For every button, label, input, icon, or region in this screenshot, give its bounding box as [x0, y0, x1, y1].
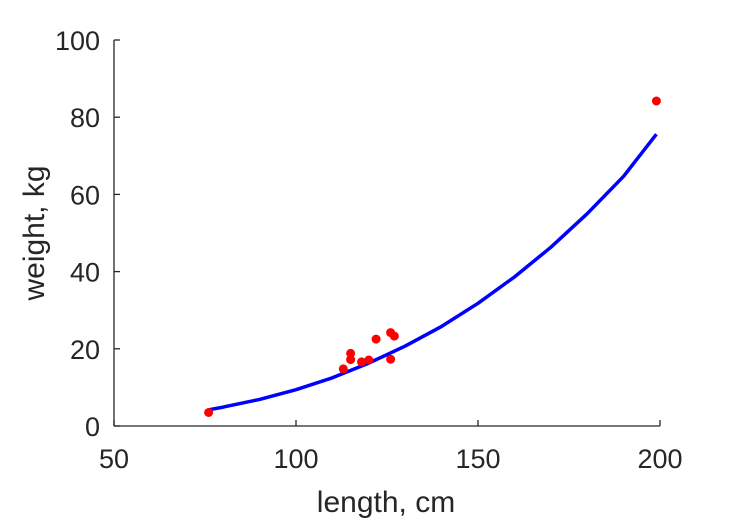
y-tick-label: 100: [55, 26, 100, 56]
data-point: [204, 408, 214, 417]
y-tick-label: 60: [70, 180, 100, 210]
data-point: [389, 331, 399, 341]
ticks: 50 100 150 200 0 20 40 60 80 100: [55, 26, 683, 474]
axes: [113, 40, 660, 427]
y-tick-label: 20: [70, 335, 100, 365]
y-tick-label: 0: [85, 412, 100, 442]
fit-line: [208, 133, 658, 412]
data-point: [651, 96, 661, 106]
y-axis-title: weight, kg: [18, 165, 51, 301]
data-point: [371, 334, 381, 344]
data-point: [386, 354, 396, 364]
y-tick-label: 40: [70, 258, 100, 288]
data-point: [357, 357, 366, 367]
x-tick-label: 150: [455, 444, 500, 474]
x-axis-title: length, cm: [317, 486, 455, 519]
data-point: [338, 364, 348, 374]
x-tick-label: 50: [99, 444, 129, 474]
fit-line-layer: [208, 133, 658, 412]
x-tick-label: 100: [273, 444, 318, 474]
data-point: [346, 355, 356, 365]
x-tick-label: 200: [637, 444, 682, 474]
data-points-layer: [204, 96, 661, 417]
data-point: [346, 348, 356, 358]
data-point: [364, 355, 374, 365]
y-tick-label: 80: [70, 103, 100, 133]
